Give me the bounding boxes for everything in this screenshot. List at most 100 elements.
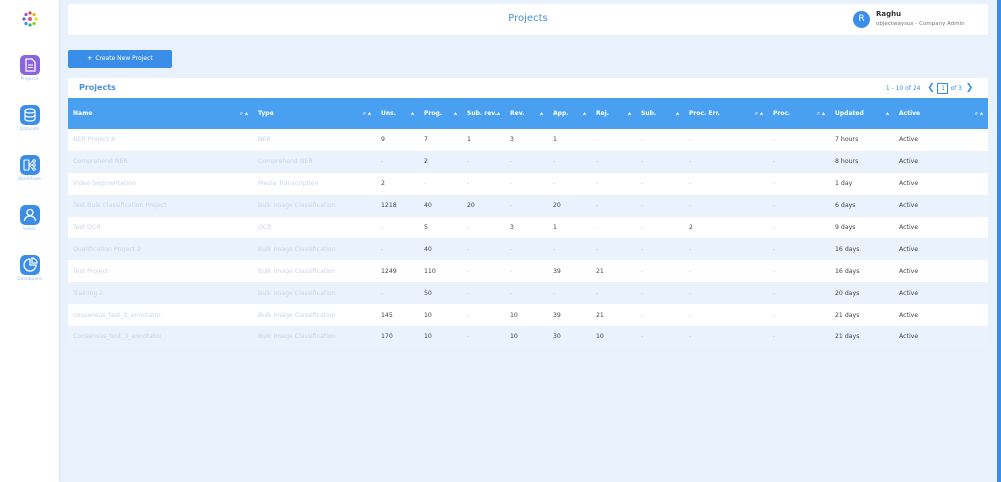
sidebar-item-label: Projects	[20, 77, 39, 82]
sort-asc-icon[interactable]: ▴	[410, 110, 414, 117]
cell-updated: 8 hours	[835, 158, 859, 166]
cell-proc-error: -	[689, 136, 692, 144]
user-name: Raghu	[876, 10, 902, 18]
table-row[interactable]: consensus_test_3_annotator Bulk Image Cla…	[68, 304, 988, 327]
sort-asc-icon[interactable]: ▴	[496, 110, 500, 117]
table-row[interactable]: Consensus_test_3_annotator Bulk Image Cla…	[68, 326, 988, 348]
cell-name[interactable]: Qualification Project 2	[73, 245, 142, 253]
sidebar-item-workflows[interactable]: Workflows	[0, 155, 59, 182]
column-header-approved[interactable]: App. ▴	[548, 98, 591, 129]
sort-asc-icon[interactable]: ▴	[627, 110, 631, 117]
cell-unstarted: 145	[381, 311, 393, 319]
column-header-type[interactable]: Type ⌕ ▴	[253, 98, 376, 129]
cell-name[interactable]: Test Project	[73, 267, 109, 275]
cell-updated: 20 days	[835, 289, 860, 297]
table-row[interactable]: Test Bulk Classification Project Bulk Ima…	[68, 194, 988, 217]
sort-asc-icon[interactable]: ▴	[821, 110, 825, 117]
sidebar-item-projects[interactable]: Projects	[0, 55, 59, 82]
column-header-unstarted[interactable]: Uns. ▴	[376, 98, 419, 129]
column-header-label: Sub. rev.	[467, 110, 497, 117]
table-row[interactable]: Video Segmentation Media Transcription 2 - -…	[68, 172, 988, 195]
cell-name[interactable]: consensus_test_3_annotator	[73, 311, 161, 319]
cell-name[interactable]: Test OCR	[73, 224, 101, 231]
sidebar-item-users[interactable]: Users	[0, 205, 59, 232]
cell-rejected: -	[596, 224, 599, 231]
column-header-label: App.	[553, 110, 569, 117]
column-header-progress[interactable]: Prog. ▴	[419, 98, 462, 129]
cell-active: Active	[899, 202, 919, 210]
cell-rejected: -	[596, 202, 599, 210]
column-header-submitted[interactable]: Sub. ▴	[636, 98, 684, 129]
sort-asc-icon[interactable]: ▴	[367, 110, 371, 117]
column-header-review[interactable]: Rev. ▴	[505, 98, 548, 129]
cell-unstarted: 170	[381, 333, 393, 341]
chevron-right-icon[interactable]: ❯	[965, 83, 974, 93]
sort-asc-icon[interactable]: ▴	[244, 110, 248, 117]
cell-approved: -	[553, 289, 556, 297]
sidebar-item-datasets[interactable]: Datasets	[0, 105, 59, 132]
page-number-input[interactable]: 1	[937, 82, 949, 94]
search-icon[interactable]: ⌕	[362, 110, 367, 117]
sort-asc-icon[interactable]: ▴	[675, 110, 679, 117]
cell-processed: -	[773, 202, 776, 210]
cell-progress: 7	[424, 136, 428, 144]
sort-asc-icon[interactable]: ▴	[979, 110, 983, 117]
cell-submitted: -	[641, 267, 644, 275]
table-row[interactable]: Test OCR OCR - 5 - 3 1 - - 2 - 9 days Active	[68, 216, 988, 239]
pagination-range: 1 - 10 of 24	[885, 84, 921, 92]
column-header-processed[interactable]: Proc. ⌕ ▴	[768, 98, 830, 129]
cell-progress: 2	[424, 158, 428, 166]
cell-submitted: -	[641, 180, 644, 188]
cell-approved: 39	[553, 267, 561, 275]
sidebar: Projects Datasets Workflows User	[0, 0, 59, 482]
column-header-name[interactable]: Name ⌕ ▴	[68, 98, 253, 129]
column-header-label: Prog.	[424, 110, 443, 117]
sort-asc-icon[interactable]: ▴	[453, 110, 457, 117]
sidebar-item-label: Workflows	[17, 177, 41, 182]
cell-type: Bulk Image Classification	[258, 289, 336, 297]
cell-submitted: -	[641, 333, 644, 341]
column-header-proc-error[interactable]: Proc. Err. ⌕ ▴	[684, 98, 768, 129]
table-row[interactable]: Qualification Project 2 Bulk Image Classi…	[68, 238, 988, 261]
search-icon[interactable]: ⌕	[816, 110, 821, 117]
search-icon[interactable]: ⌕	[239, 110, 244, 117]
column-header-sub-review[interactable]: Sub. rev. ▴	[462, 98, 505, 129]
cell-approved: -	[553, 245, 556, 253]
cell-approved: -	[553, 180, 556, 188]
cell-updated: 16 days	[835, 245, 860, 253]
chevron-left-icon[interactable]: ❮	[927, 83, 935, 93]
cell-name[interactable]: Test Bulk Classification Project	[73, 202, 167, 210]
table-row[interactable]: Test Project Bulk Image Classification 124…	[68, 260, 988, 283]
cell-name[interactable]: NER Project A	[73, 136, 116, 144]
cell-name[interactable]: Training 2	[73, 289, 104, 297]
cell-name[interactable]: Comprehend NER	[73, 158, 128, 166]
search-icon[interactable]: ⌕	[754, 110, 759, 117]
sidebar-item-dashboard[interactable]: Dashboard	[0, 255, 59, 282]
search-icon[interactable]: ⌕	[974, 110, 979, 117]
sort-asc-icon[interactable]: ▴	[539, 110, 543, 117]
column-header-label: Proc. Err.	[689, 110, 720, 117]
table-row[interactable]: NER Project A NER 9 7 1 3 1 - - - - 7 hours Active	[68, 129, 988, 151]
cell-sub-review: -	[467, 267, 470, 275]
table-row[interactable]: Comprehend NER Comprehend NER - 2 - - - - - - - 8 h…	[68, 150, 988, 173]
sort-asc-icon[interactable]: ▴	[582, 110, 586, 117]
database-icon	[19, 105, 40, 125]
avatar[interactable]: R	[853, 11, 870, 28]
cell-sub-review: -	[467, 180, 470, 188]
sort-asc-icon[interactable]: ▴	[759, 110, 763, 117]
pagination-total: of 3	[950, 84, 962, 92]
sort-asc-icon[interactable]: ▴	[885, 110, 889, 117]
cell-name[interactable]: Consensus_test_3_annotator	[73, 333, 162, 341]
column-header-rejected[interactable]: Rej. ▴	[591, 98, 636, 129]
cell-type: OCR	[258, 224, 272, 231]
column-header-label: Type	[258, 110, 274, 117]
column-header-active[interactable]: Active ⌕ ▴	[894, 98, 988, 129]
create-project-button[interactable]: + Create New Project	[68, 50, 172, 68]
table-row[interactable]: Training 2 Bulk Image Classification - 50 - -…	[68, 282, 988, 305]
cell-name[interactable]: Video Segmentation	[73, 180, 136, 188]
cell-type: NER	[258, 136, 271, 144]
scrollbar[interactable]	[997, 0, 1001, 482]
column-header-updated[interactable]: Updated ▴	[830, 98, 894, 129]
top-bar: Projects R Raghu objectwaysux - Company …	[68, 4, 988, 35]
cell-sub-review: 1	[467, 136, 471, 144]
